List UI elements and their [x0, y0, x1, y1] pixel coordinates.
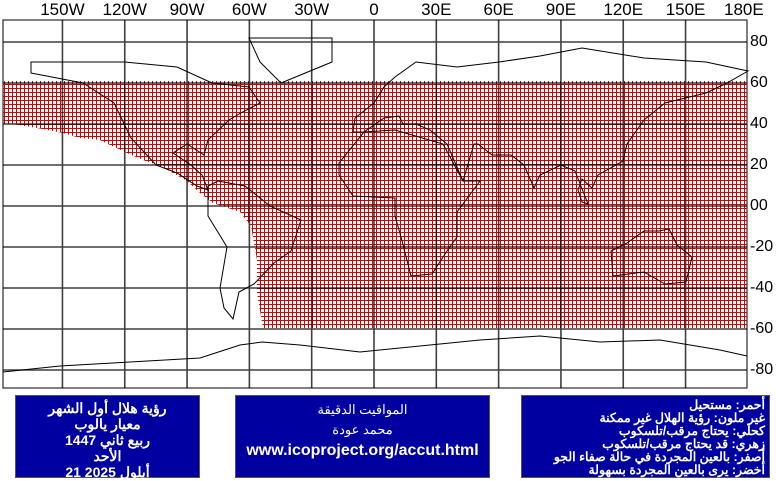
moon-sighting-info-panel: رؤية هلال أول الشهر معيار يالوب ربيع ثان…	[15, 395, 200, 480]
longitude-label: 60E	[483, 0, 514, 19]
hijri-month: ربيع ثاني 1447	[65, 432, 150, 448]
criterion-label: معيار يالوب	[74, 416, 141, 432]
latitude-label: 80	[750, 33, 768, 50]
credits-url-link[interactable]: www.icoproject.org/accut.html	[246, 442, 479, 459]
gregorian-date: أيلول 2025 21	[65, 464, 150, 480]
coastlines	[2, 37, 750, 373]
legend-panel: أحمر: مستحيل غير ملون: رؤية الهلال غير م…	[521, 395, 770, 478]
legend-yellow: أصفر: بالعين المجردة في حالة صفاء الجو	[553, 450, 765, 464]
credits-author: محمد عودة	[332, 422, 393, 437]
greenland-outline	[248, 37, 333, 84]
credits-panel: المواقيت الدقيقة محمد عودة www.icoprojec…	[235, 395, 490, 478]
latitude-label: 00	[750, 197, 768, 214]
latitude-label: 40	[750, 115, 768, 132]
latitude-label: -60	[750, 320, 774, 337]
longitude-label: 0	[369, 0, 379, 19]
legend-navy: كحلي: يحتاج مرقب/تلسكوب	[618, 424, 765, 438]
longitude-label: 90E	[545, 0, 577, 19]
longitude-label: 120W	[102, 0, 147, 19]
credits-title: المواقيت الدقيقة	[317, 402, 408, 417]
longitude-label: 180E	[724, 0, 764, 19]
latitude-label: -80	[750, 361, 774, 378]
longitude-label: 150E	[665, 0, 706, 19]
weekday: الأحد	[93, 448, 122, 464]
legend-red: أحمر: مستحيل	[689, 398, 765, 412]
eurasia-outline	[352, 47, 750, 205]
antarctica-outline	[2, 335, 748, 373]
longitude-label: 90W	[169, 0, 205, 19]
legend-uncolored: غير ملون: رؤية الهلال غير ممكنة	[599, 411, 765, 425]
latitude-label: 60	[750, 74, 768, 91]
australia-outline	[610, 228, 693, 285]
latitude-label: -40	[750, 279, 774, 296]
longitude-label: 60W	[231, 0, 267, 19]
latitude-label: 20	[750, 156, 768, 173]
latitude-label: -20	[750, 238, 774, 255]
longitude-label: 30W	[294, 0, 330, 19]
legend-green: أخضر: يرى بالعين المجردة بسهولة	[588, 463, 765, 477]
longitude-label: 150W	[40, 0, 85, 19]
legend-pink: زهري: قد يحتاج مرقب/تلسكوب	[602, 437, 765, 451]
longitude-label: 120E	[603, 0, 644, 19]
south-america-outline	[207, 180, 302, 321]
info-title: رؤية هلال أول الشهر	[48, 400, 167, 416]
longitude-label: 30E	[421, 0, 452, 19]
africa-outline	[338, 129, 481, 277]
graticule	[3, 20, 747, 388]
north-america-outline	[30, 61, 261, 191]
